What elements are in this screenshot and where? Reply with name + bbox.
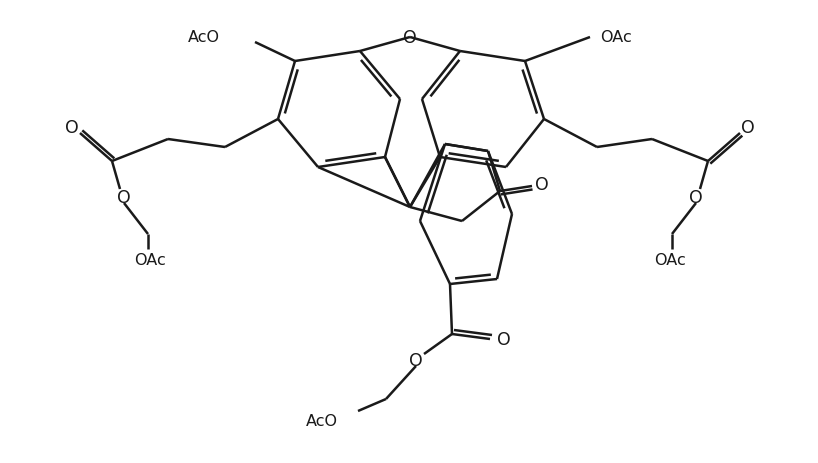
Text: OAc: OAc (654, 253, 685, 268)
Text: O: O (741, 119, 755, 137)
Text: O: O (65, 119, 79, 137)
Text: O: O (689, 188, 703, 206)
Text: AcO: AcO (188, 31, 220, 45)
Text: OAc: OAc (600, 31, 631, 45)
Text: O: O (497, 330, 511, 348)
Text: O: O (535, 175, 549, 194)
Text: O: O (403, 29, 417, 47)
Text: O: O (117, 188, 131, 206)
Text: OAc: OAc (134, 253, 166, 268)
Text: O: O (409, 351, 423, 369)
Text: AcO: AcO (306, 413, 338, 429)
